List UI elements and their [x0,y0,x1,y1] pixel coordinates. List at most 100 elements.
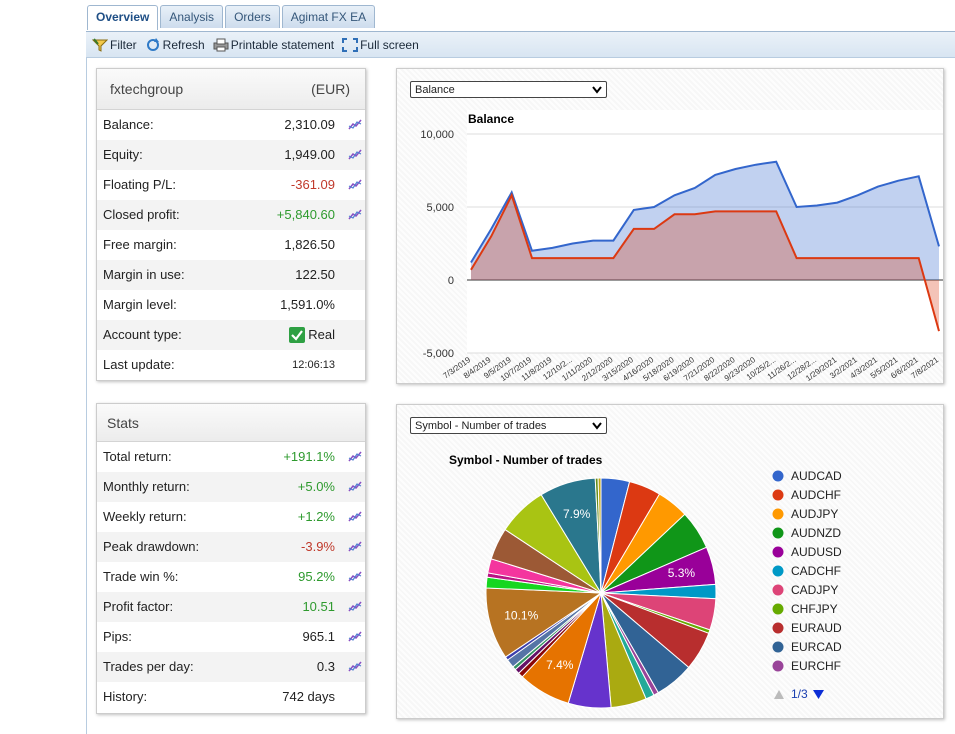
series-area [471,161,939,280]
tab-bar: Overview Analysis Orders Agimat FX EA [87,5,376,30]
pager-label: 1/3 [791,687,808,701]
tab[interactable]: Analysis [160,5,224,28]
filter-label: Filter [110,37,137,52]
row-label: Peak drawdown: [103,539,200,554]
stat-row: Profit factor: 10.51 [97,592,365,622]
legend-swatch [772,470,784,482]
icon-line [348,151,362,159]
pie-slice [597,477,602,594]
chart-icon[interactable] [348,209,362,220]
pie-slice [485,587,603,658]
fullscreen-icon [342,37,359,52]
chart-icon[interactable] [348,179,362,190]
selector-label: Symbol - Number of trades [415,420,547,432]
chart-icon[interactable] [348,541,362,552]
icon-line [348,121,362,129]
chart-icon[interactable] [348,571,362,582]
chart-icon[interactable] [348,119,362,130]
pie-panel: Symbol - Number of trades Symbol - Numbe… [396,404,944,719]
stat-row: Peak drawdown: -3.9% [97,532,365,562]
tab[interactable]: Orders [225,5,280,28]
tab[interactable]: Overview [87,5,159,30]
check-icon [289,327,305,343]
row-value: 965.1 [302,629,335,644]
slice-label: 5.3% [668,566,696,580]
legend-label: CADCHF [791,564,841,578]
icon-line [348,453,362,461]
row-value: 95.2% [298,569,335,584]
row-label: Weekly return: [103,509,187,524]
chart-icon[interactable] [348,481,362,492]
row-value: 0.3 [316,659,335,674]
legend-swatch [772,584,784,596]
chart-icon[interactable] [348,631,362,642]
print-icon [213,38,229,51]
chart-selector[interactable]: Symbol - Number of trades [410,417,607,434]
check-mark [291,330,303,341]
legend-label: EURCHF [791,659,841,673]
y-tick-label: 10,000 [420,129,454,141]
legend-label: CHFJPY [791,602,838,616]
fullscreen-label: Full screen [360,37,419,52]
row-label: Balance: [103,117,154,132]
fullscreen-button[interactable]: Full screen [342,37,419,52]
stat-row: Equity: 1,949.00 [97,140,365,170]
plot-area [467,110,943,353]
chart-icon[interactable] [348,661,362,672]
account-panel: fxtechgroup (EUR) Balance: 2,310.09 Equity… [96,68,366,381]
refresh-button[interactable]: Refresh [145,37,205,52]
row-value: -361.09 [290,177,335,192]
pager-next[interactable] [813,690,824,699]
chart-title: Balance [468,112,514,126]
stat-row: Floating P/L: -361.09 [97,170,365,200]
selector-label: Balance [415,84,455,96]
chart-icon[interactable] [348,511,362,522]
filter-button[interactable]: Filter [92,38,137,52]
icon-line [348,603,362,611]
row-value: 1,949.00 [284,147,335,162]
print-button[interactable]: Printable statement [213,38,334,52]
legend-label: CADJPY [791,583,838,597]
row-label: Free margin: [103,237,177,252]
row-value: -3.9% [301,539,335,554]
row-label: Margin level: [103,297,177,312]
stat-row: Free margin: 1,826.50 [97,230,365,260]
icon-line [348,543,362,551]
check-box [289,327,305,343]
row-value: 742 days [282,689,335,704]
stat-row: Balance: 2,310.09 [97,110,365,140]
row-value: +5,840.60 [276,207,335,222]
row-value: 1,591.0% [280,297,335,312]
legend-label: EURAUD [791,621,842,635]
y-tick-label: -5,000 [423,348,454,360]
chart-icon[interactable] [348,451,362,462]
refresh-icon [146,37,159,51]
y-tick-label: 0 [448,275,454,287]
row-label: Margin in use: [103,267,185,282]
tab[interactable]: Agimat FX EA [281,5,376,28]
stat-row: Trades per day: 0.3 [97,652,365,682]
chevron [592,422,602,430]
row-value: 122.50 [295,267,335,282]
chart-selector[interactable]: Balance [410,81,607,98]
row-label: Last update: [103,357,175,372]
pager-prev[interactable] [774,690,784,699]
chart-icon[interactable] [348,601,362,612]
pie-chart: Symbol - Number of trades 5.3% 7.4% 10.1% 7.… [449,453,842,709]
row-label: Profit factor: [103,599,174,614]
row-value: 12:06:13 [292,359,335,371]
legend-swatch [772,489,784,501]
row-label: Trade win %: [103,569,179,584]
legend-swatch [772,622,784,634]
refresh-label: Refresh [162,37,205,52]
stats-title: Stats [107,415,139,431]
slice-label: 10.1% [504,608,538,622]
stat-row: Closed profit: +5,840.60 [97,200,365,230]
series-line [470,160,940,264]
row-label: Equity: [103,147,143,162]
chart-icon[interactable] [348,149,362,160]
stat-row: History: 742 days [97,682,365,712]
row-value: Real [308,327,335,342]
legend-swatch [772,508,784,520]
legend-swatch [772,546,784,558]
